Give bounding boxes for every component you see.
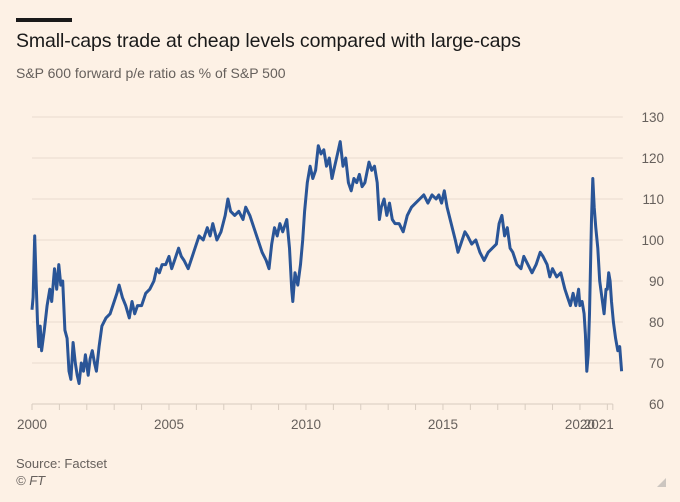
x-tick-label: 2020 <box>565 417 595 432</box>
y-tick-label: 130 <box>641 110 664 125</box>
y-tick-label: 120 <box>641 151 664 166</box>
x-tick-label: 2000 <box>17 417 47 432</box>
series-line <box>30 140 624 385</box>
y-tick-label: 60 <box>649 397 664 412</box>
y-tick-label: 110 <box>642 192 664 207</box>
ft-header-rule <box>16 18 72 22</box>
x-tick-label: 2015 <box>428 417 458 432</box>
y-tick-label: 70 <box>649 356 664 371</box>
chart-title: Small-caps trade at cheap levels compare… <box>16 30 521 52</box>
x-tick-label: 2010 <box>291 417 321 432</box>
copyright-note: © FT <box>16 473 46 488</box>
y-axis-ticks: 60 70 80 90 100 110 120 130 <box>641 110 664 412</box>
x-tick-label: 2005 <box>154 417 184 432</box>
y-tick-label: 80 <box>649 315 664 330</box>
x-tick-label: 2021 <box>584 417 614 432</box>
y-tick-label: 100 <box>641 233 664 248</box>
gridlines <box>32 116 623 364</box>
y-tick-label: 90 <box>649 274 664 289</box>
source-note: Source: Factset <box>16 456 108 471</box>
chart-subtitle: S&P 600 forward p/e ratio as % of S&P 50… <box>16 65 286 81</box>
resize-corner-icon <box>657 478 666 487</box>
